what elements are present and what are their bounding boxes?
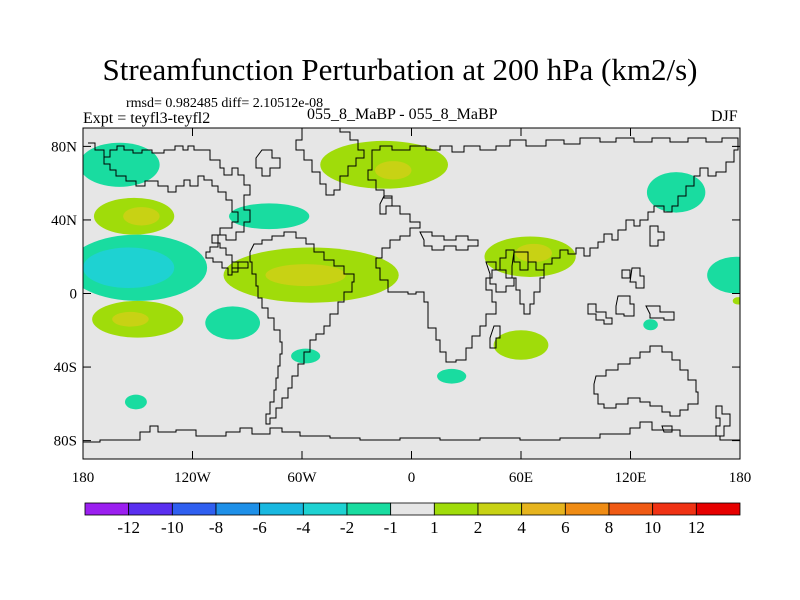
colorbar-box-14 bbox=[695, 502, 741, 516]
colorbar-label-13: 12 bbox=[688, 518, 705, 537]
y-tick-label-4: 80S bbox=[54, 434, 77, 450]
colorbar-box-5 bbox=[302, 502, 348, 516]
x-tick-label-3: 0 bbox=[408, 470, 416, 486]
axes: 180 120W 60W 0 60E 120E 180 80N 40N 0 40S 80S bbox=[51, 128, 751, 486]
coast-new-zealand bbox=[715, 405, 731, 437]
colorbar-label-12: 10 bbox=[644, 518, 661, 537]
stats-label: rmsd= 0.982485 diff= 2.10512e-08 bbox=[126, 96, 324, 111]
x-tick-label-2: 60W bbox=[287, 470, 317, 486]
colorbar-label-3: -6 bbox=[253, 518, 267, 537]
colorbar-label-1: -10 bbox=[161, 518, 184, 537]
y-tick-label-1: 40N bbox=[51, 213, 77, 229]
anomaly-7 bbox=[205, 306, 261, 340]
colorbar-label-2: -8 bbox=[209, 518, 223, 537]
coast-south-america bbox=[249, 231, 355, 425]
colorbar-label-10: 6 bbox=[561, 518, 570, 537]
colorbar-box-11 bbox=[564, 502, 610, 516]
colorbar-label-9: 4 bbox=[517, 518, 526, 537]
colorbar-box-12 bbox=[608, 502, 654, 516]
chart-title: Streamfunction Perturbation at 200 hPa (… bbox=[102, 52, 698, 87]
coast-madagascar bbox=[489, 325, 501, 349]
coast-mediterranean bbox=[419, 231, 479, 251]
y-tick-label-0: 80N bbox=[51, 139, 77, 155]
anomaly-16 bbox=[493, 330, 549, 360]
anomaly-19 bbox=[646, 172, 706, 213]
coast-greenland bbox=[295, 128, 365, 196]
coast-cuba bbox=[231, 261, 249, 273]
anomaly-22 bbox=[732, 297, 740, 305]
x-tick-label-5: 120E bbox=[615, 470, 647, 486]
colorbar-box-10 bbox=[521, 502, 566, 516]
coast-sumatra bbox=[587, 303, 613, 325]
colorbar-box-6 bbox=[346, 502, 392, 516]
colorbar-box-4 bbox=[259, 502, 304, 516]
colorbar-label-5: -2 bbox=[340, 518, 354, 537]
colorbar-box-8 bbox=[433, 502, 479, 516]
coastlines bbox=[83, 128, 740, 443]
anomaly-15 bbox=[515, 243, 553, 263]
colorbar: -12 -10 -8 -6 -4 -2 -1 1 2 4 6 8 10 12 bbox=[84, 502, 741, 537]
coast-japan bbox=[649, 225, 665, 247]
coast-eurasia-africa bbox=[367, 137, 739, 363]
coast-india bbox=[511, 251, 545, 315]
runs-label: 055_8_MaBP - 055_8_MaBP bbox=[307, 106, 498, 123]
anomaly-0 bbox=[83, 142, 160, 187]
anomaly-18 bbox=[124, 394, 147, 410]
coast-taiwan bbox=[621, 269, 631, 279]
anomaly-10 bbox=[265, 264, 346, 287]
x-tick-label-6: 180 bbox=[729, 470, 752, 486]
anomaly-21 bbox=[643, 319, 658, 331]
colorbar-box-7 bbox=[390, 502, 435, 516]
coast-australia bbox=[593, 345, 699, 417]
colorbar-label-7: 1 bbox=[430, 518, 439, 537]
colorbar-box-9 bbox=[477, 502, 523, 516]
anomaly-20 bbox=[707, 256, 740, 294]
y-tick-label-2: 0 bbox=[70, 287, 78, 303]
experiment-label: Expt = teyfl3-teyfl2 bbox=[83, 110, 211, 127]
colorbar-label-8: 2 bbox=[474, 518, 483, 537]
anomaly-2 bbox=[123, 207, 160, 226]
colorbar-label-4: -4 bbox=[296, 518, 311, 537]
coast-arabia bbox=[485, 261, 515, 293]
plot-area bbox=[82, 127, 741, 460]
anomaly-6 bbox=[112, 311, 149, 327]
anomaly-fields bbox=[83, 140, 740, 410]
coast-north-america bbox=[88, 142, 251, 276]
colorbar-label-0: -12 bbox=[117, 518, 140, 537]
anomaly-17 bbox=[437, 368, 467, 384]
x-tick-label-1: 120W bbox=[174, 470, 212, 486]
anomaly-4 bbox=[83, 247, 175, 288]
colorbar-box-1 bbox=[128, 502, 173, 516]
coast-baffin bbox=[255, 149, 281, 177]
y-tick-label-3: 40S bbox=[54, 360, 77, 376]
colorbar-box-2 bbox=[171, 502, 217, 516]
season-label: DJF bbox=[711, 108, 738, 125]
colorbar-box-3 bbox=[215, 502, 261, 516]
anomaly-8 bbox=[229, 203, 310, 230]
coast-philippines bbox=[629, 267, 645, 289]
anomaly-12 bbox=[375, 161, 412, 180]
coast-antarctica bbox=[83, 421, 740, 443]
x-tick-label-0: 180 bbox=[72, 470, 95, 486]
colorbar-label-6: -1 bbox=[384, 518, 398, 537]
colorbar-box-0 bbox=[84, 502, 130, 516]
coast-new-guinea bbox=[645, 305, 675, 321]
coast-uk bbox=[379, 195, 393, 215]
coast-borneo bbox=[615, 295, 635, 317]
colorbar-label-11: 8 bbox=[605, 518, 614, 537]
x-tick-label-4: 60E bbox=[509, 470, 533, 486]
colorbar-box-13 bbox=[652, 502, 697, 516]
anomaly-13 bbox=[291, 348, 321, 364]
